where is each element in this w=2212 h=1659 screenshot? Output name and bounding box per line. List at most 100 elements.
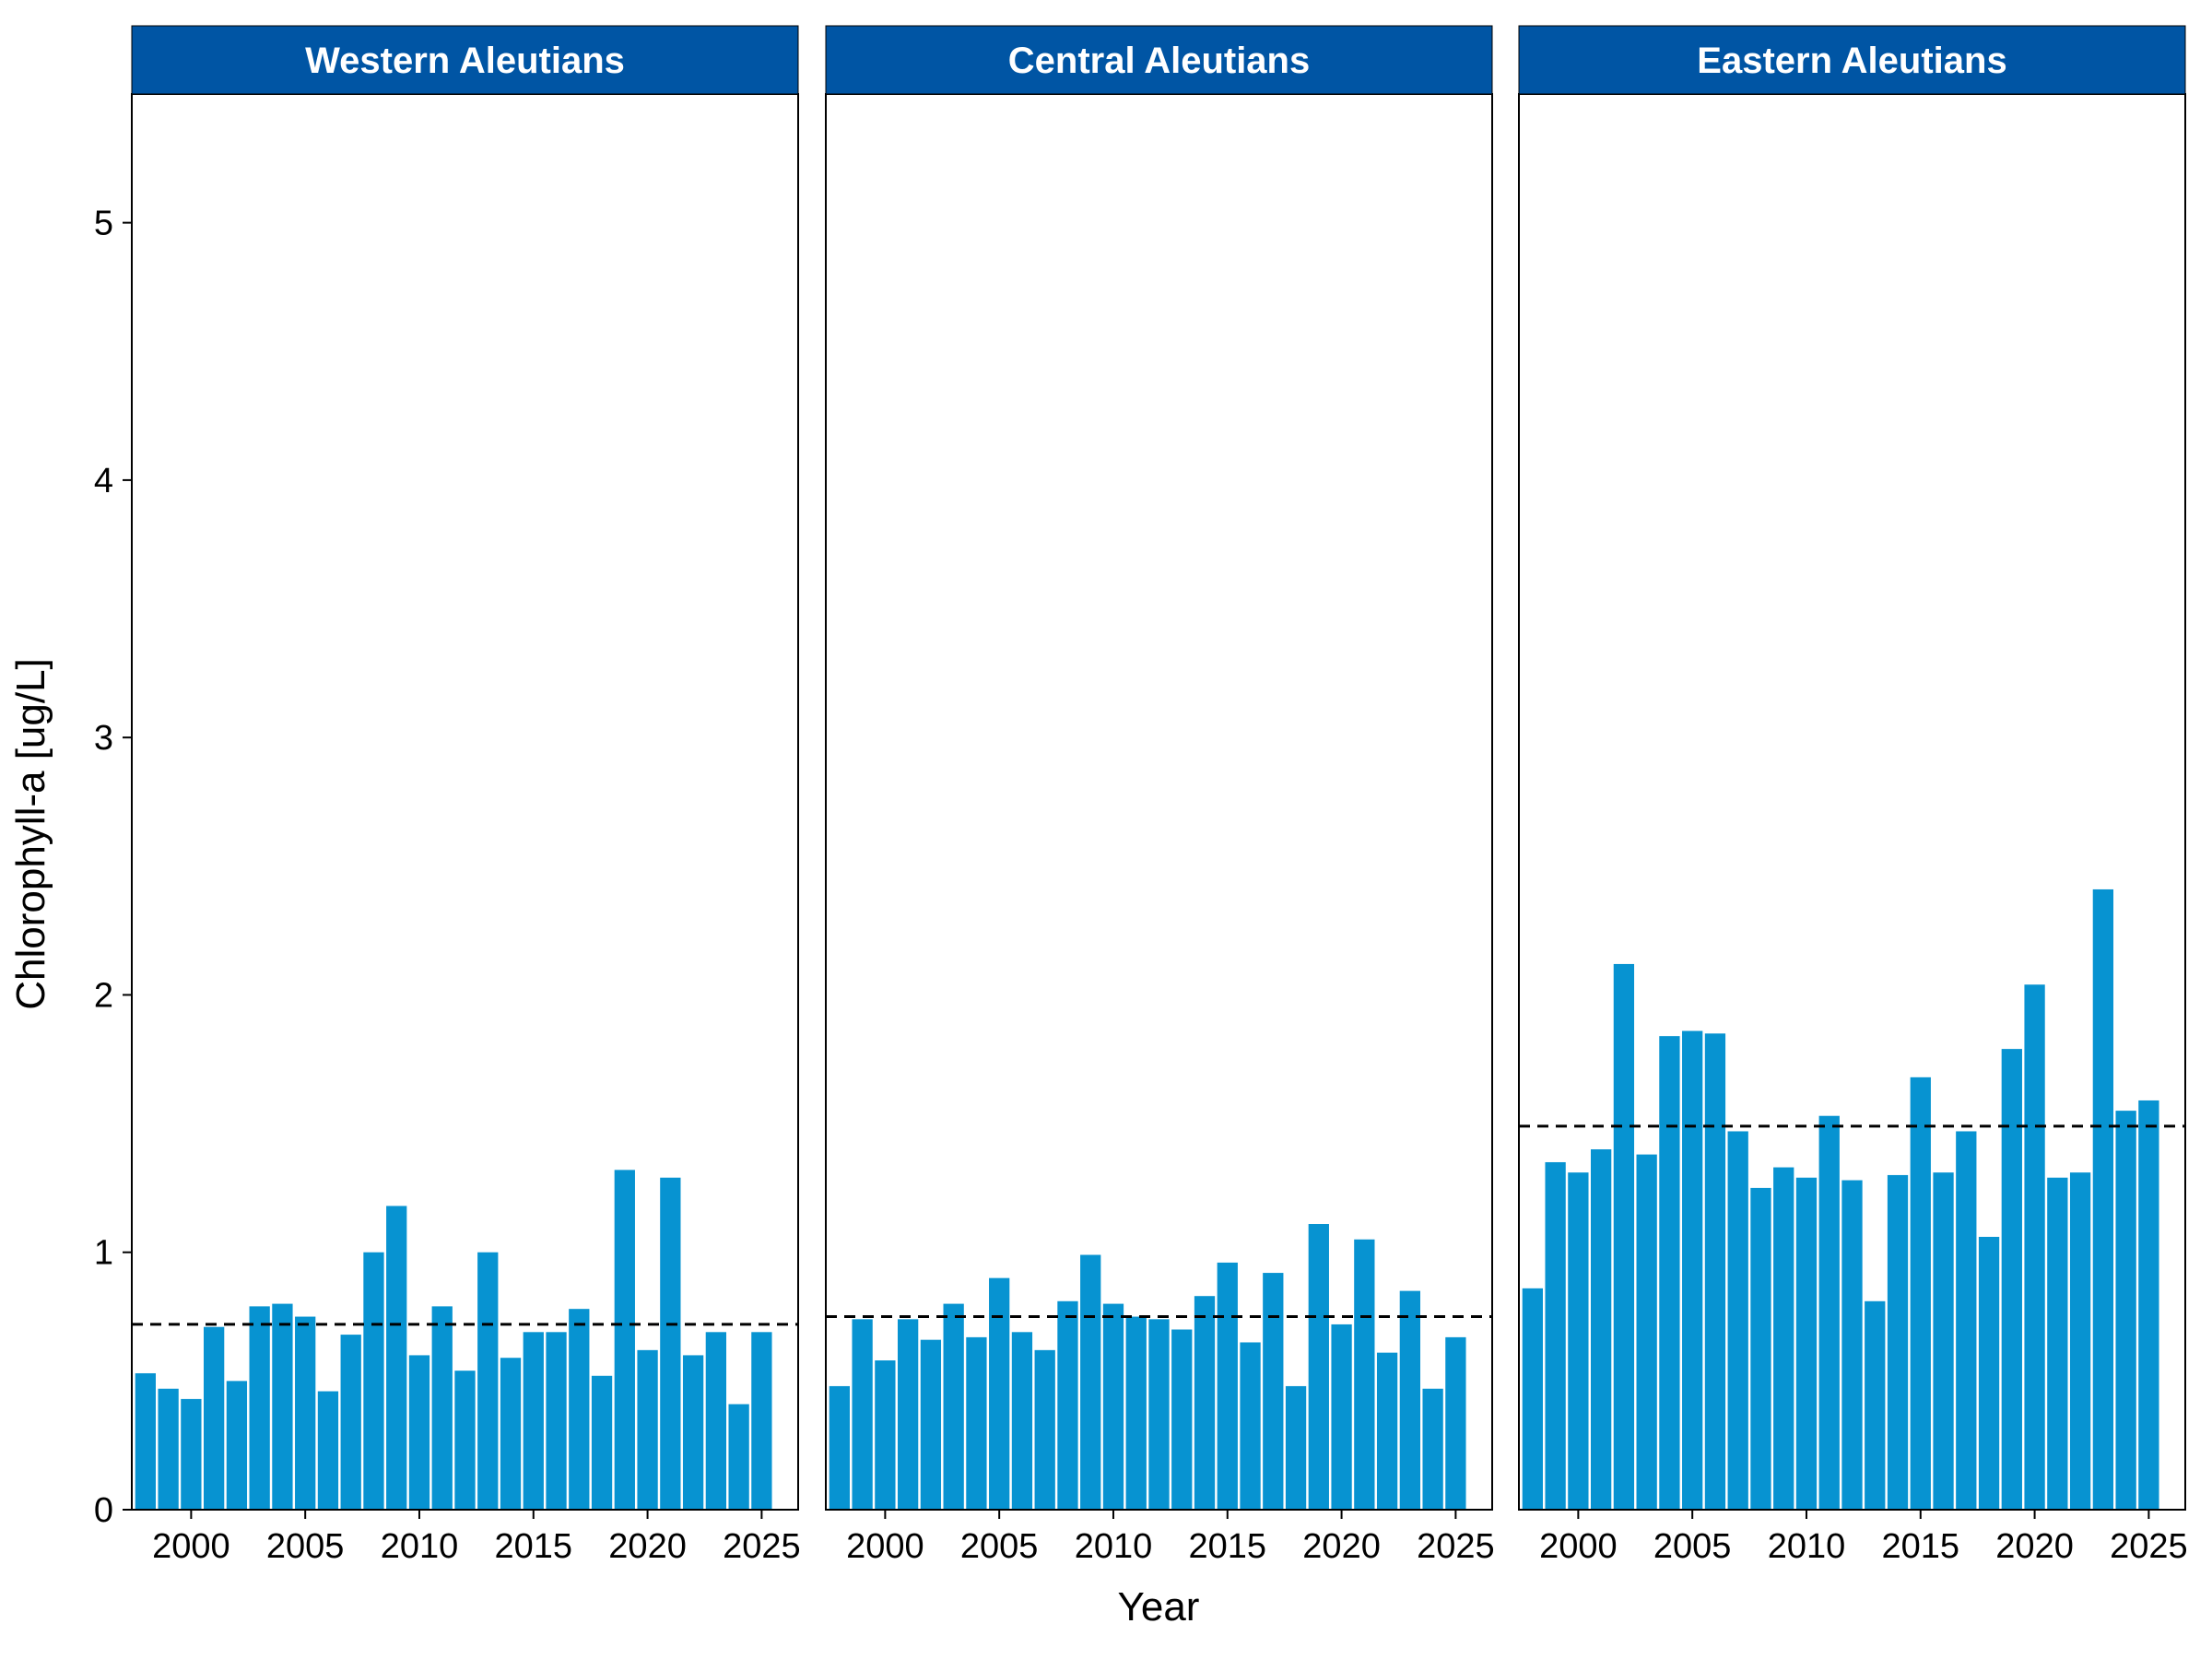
- bar-2019: [2001, 1049, 2022, 1510]
- y-tick-label: 2: [94, 976, 113, 1015]
- bar-2004: [272, 1303, 293, 1510]
- x-tick-label: 2015: [1882, 1527, 1960, 1566]
- bar-1999: [158, 1388, 179, 1510]
- bar-2025: [751, 1332, 772, 1510]
- x-tick-label: 2010: [1075, 1527, 1153, 1566]
- bar-2020: [1331, 1324, 1352, 1510]
- bar-2020: [637, 1349, 658, 1510]
- bar-2016: [1933, 1172, 1954, 1510]
- panel-strip: [131, 25, 799, 95]
- bar-2010: [1795, 1177, 1818, 1510]
- x-tick-label: 2005: [1653, 1527, 1732, 1566]
- panel-0: Western Aleutians 2000 2005 2010 2015 2020 202…: [131, 25, 801, 1566]
- x-tick-label: 2020: [608, 1527, 687, 1566]
- bar-2010: [408, 1355, 430, 1510]
- y-tick-label: 1: [94, 1234, 113, 1273]
- bar-2000: [181, 1398, 202, 1510]
- x-tick-label: 2025: [2110, 1527, 2188, 1566]
- bar-2005: [989, 1277, 1010, 1510]
- bar-2006: [1704, 1033, 1726, 1510]
- panel-strip: [825, 25, 1493, 95]
- bar-1998: [1522, 1288, 1543, 1510]
- bar-2018: [1285, 1385, 1307, 1510]
- bar-2025: [1445, 1336, 1466, 1510]
- y-axis-title: Chlorophyll-a [ug/L]: [8, 658, 53, 1010]
- bar-2014: [1194, 1296, 1216, 1510]
- x-tick-label: 2025: [723, 1527, 801, 1566]
- bar-2019: [614, 1170, 635, 1510]
- bar-2008: [1750, 1187, 1771, 1510]
- bar-2017: [1263, 1273, 1284, 1510]
- panel-title: Eastern Aleutians: [1697, 41, 2006, 81]
- x-axis-title: Year: [1118, 1584, 1200, 1630]
- bar-2024: [728, 1404, 749, 1510]
- x-tick-label: 2000: [152, 1527, 230, 1566]
- x-tick-label: 2015: [1189, 1527, 1267, 1566]
- bar-1998: [829, 1385, 850, 1510]
- bar-2021: [2047, 1177, 2068, 1510]
- bar-2022: [1376, 1352, 1398, 1510]
- bar-2015: [523, 1332, 544, 1510]
- bar-2003: [943, 1303, 964, 1510]
- panel-1: Central Aleutians 2000 2005 2010 2015 2020 202…: [825, 25, 1495, 1566]
- bar-2004: [1659, 1036, 1680, 1510]
- bar-2006: [317, 1391, 339, 1510]
- bar-2000: [1568, 1172, 1589, 1510]
- bar-1998: [135, 1372, 156, 1510]
- x-tick-label: 2000: [846, 1527, 924, 1566]
- bar-2011: [431, 1306, 453, 1510]
- bar-2006: [1011, 1332, 1033, 1510]
- bar-2023: [2092, 888, 2114, 1510]
- bar-2012: [1841, 1180, 1863, 1510]
- bar-2001: [897, 1319, 919, 1510]
- panel-2: Eastern Aleutians 2000 2005 2010 2015 2020 202…: [1518, 25, 2188, 1566]
- bar-2002: [226, 1381, 248, 1510]
- panel-title: Central Aleutians: [1008, 41, 1310, 81]
- bar-2018: [1978, 1236, 2000, 1510]
- bar-2023: [1399, 1290, 1421, 1510]
- bar-2002: [1613, 963, 1635, 1510]
- x-tick-label: 2005: [266, 1527, 345, 1566]
- y-tick-label: 3: [94, 719, 113, 758]
- bar-2020: [2024, 984, 2045, 1510]
- bar-2021: [660, 1177, 681, 1510]
- bar-2014: [1887, 1174, 1909, 1510]
- y-tick-label: 0: [94, 1491, 113, 1530]
- bar-2013: [1171, 1329, 1193, 1510]
- x-tick-label: 2020: [1995, 1527, 2074, 1566]
- x-tick-label: 2015: [495, 1527, 573, 1566]
- bar-1999: [1545, 1161, 1566, 1510]
- bar-2021: [1354, 1239, 1375, 1510]
- plot-area: [826, 94, 1492, 1510]
- bar-2018: [591, 1375, 613, 1510]
- bar-2000: [875, 1360, 896, 1510]
- x-tick-label: 2020: [1302, 1527, 1381, 1566]
- bar-2017: [569, 1309, 590, 1510]
- y-tick-label: 5: [94, 205, 113, 243]
- bar-2016: [546, 1332, 567, 1510]
- bar-2016: [1240, 1342, 1261, 1510]
- bar-2003: [249, 1306, 270, 1510]
- bar-2011: [1818, 1115, 1840, 1510]
- bar-2022: [682, 1355, 704, 1510]
- bar-2001: [203, 1326, 225, 1510]
- bar-2014: [500, 1358, 522, 1510]
- bar-2017: [1956, 1131, 1977, 1510]
- bar-2007: [1727, 1131, 1748, 1510]
- bar-2005: [295, 1316, 316, 1510]
- bar-2004: [966, 1336, 987, 1510]
- bar-2012: [454, 1371, 476, 1510]
- x-tick-label: 2010: [381, 1527, 459, 1566]
- panel-title: Western Aleutians: [305, 41, 625, 81]
- x-tick-label: 2010: [1768, 1527, 1846, 1566]
- bar-2010: [1102, 1303, 1124, 1510]
- y-tick-label: 4: [94, 462, 113, 500]
- bar-2024: [2115, 1111, 2136, 1510]
- bar-2009: [1080, 1254, 1101, 1510]
- bar-2019: [1308, 1224, 1329, 1510]
- panel-strip: [1518, 25, 2186, 95]
- plot-area: [132, 94, 798, 1510]
- bar-2003: [1636, 1154, 1657, 1510]
- bar-2001: [1590, 1149, 1612, 1510]
